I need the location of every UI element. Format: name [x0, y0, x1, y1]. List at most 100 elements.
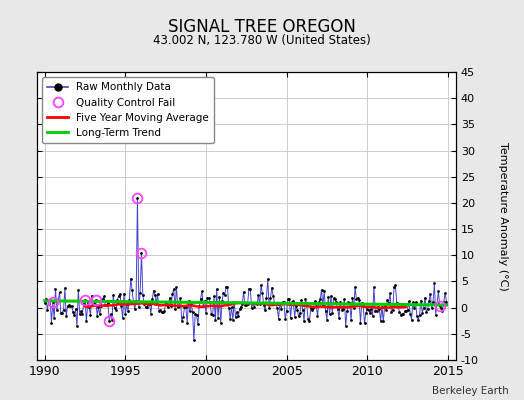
Point — [391, 282, 400, 288]
Point — [282, 307, 291, 314]
Point — [442, 299, 451, 305]
Point — [221, 292, 229, 298]
Point — [228, 317, 237, 323]
Point — [437, 305, 445, 311]
Point — [155, 308, 163, 314]
Point — [206, 299, 214, 305]
Point — [172, 284, 181, 290]
Point — [54, 297, 62, 304]
Point — [331, 295, 339, 302]
Point — [313, 313, 322, 320]
Point — [63, 303, 72, 309]
Point — [75, 310, 84, 317]
Point — [319, 302, 327, 309]
Point — [387, 308, 396, 315]
Point — [231, 314, 239, 320]
Point — [105, 318, 113, 324]
Point — [126, 275, 135, 282]
Point — [293, 307, 301, 313]
Point — [175, 303, 183, 309]
Point — [133, 194, 141, 201]
Point — [433, 300, 441, 306]
Point — [337, 307, 346, 314]
Point — [219, 290, 227, 296]
Text: SIGNAL TREE OREGON: SIGNAL TREE OREGON — [168, 18, 356, 36]
Point — [411, 299, 420, 306]
Point — [254, 292, 263, 299]
Point — [225, 304, 233, 311]
Point — [47, 319, 56, 326]
Point — [104, 300, 112, 306]
Point — [86, 312, 95, 318]
Point — [278, 298, 287, 305]
Point — [299, 307, 307, 313]
Point — [367, 306, 375, 312]
Point — [88, 292, 96, 299]
Point — [347, 317, 355, 324]
Point — [100, 293, 108, 300]
Point — [59, 306, 68, 313]
Point — [300, 318, 308, 324]
Point — [344, 299, 353, 305]
Point — [423, 306, 432, 312]
Point — [410, 305, 419, 312]
Point — [385, 300, 393, 306]
Point — [210, 293, 218, 299]
Point — [173, 304, 182, 310]
Point — [89, 301, 97, 307]
Point — [151, 292, 159, 299]
Point — [394, 303, 402, 310]
Point — [269, 292, 277, 299]
Point — [430, 280, 439, 286]
Point — [352, 296, 361, 302]
Point — [160, 308, 169, 314]
Point — [209, 311, 217, 318]
Point — [97, 303, 105, 309]
Point — [196, 296, 205, 302]
Point — [216, 320, 225, 326]
Point — [124, 308, 132, 314]
Point — [230, 299, 238, 305]
Point — [262, 295, 270, 301]
Point — [294, 313, 303, 320]
Point — [382, 306, 390, 313]
Point — [247, 305, 256, 311]
Point — [66, 303, 74, 310]
Point — [407, 316, 416, 323]
Point — [57, 310, 65, 317]
Point — [301, 296, 310, 302]
Point — [74, 286, 82, 293]
Point — [198, 288, 206, 295]
Point — [336, 298, 344, 305]
Legend: Raw Monthly Data, Quality Control Fail, Five Year Moving Average, Long-Term Tren: Raw Monthly Data, Quality Control Fail, … — [42, 77, 214, 143]
Point — [121, 311, 129, 318]
Point — [85, 304, 93, 310]
Point — [354, 294, 362, 301]
Point — [199, 302, 208, 309]
Point — [330, 295, 338, 302]
Point — [154, 291, 162, 297]
Point — [194, 321, 202, 328]
Point — [56, 289, 64, 296]
Point — [307, 305, 315, 312]
Point — [261, 307, 269, 314]
Point — [417, 297, 425, 304]
Point — [130, 306, 139, 312]
Point — [178, 318, 186, 324]
Point — [419, 305, 428, 311]
Point — [339, 305, 347, 312]
Point — [109, 292, 117, 298]
Point — [397, 312, 405, 318]
Point — [290, 314, 299, 320]
Point — [348, 295, 357, 302]
Point — [51, 286, 60, 292]
Point — [69, 309, 77, 315]
Point — [90, 300, 99, 306]
Point — [94, 304, 103, 310]
Point — [156, 307, 165, 314]
Point — [129, 298, 138, 305]
Point — [312, 300, 320, 307]
Point — [163, 302, 171, 308]
Point — [351, 284, 359, 290]
Point — [283, 296, 292, 302]
